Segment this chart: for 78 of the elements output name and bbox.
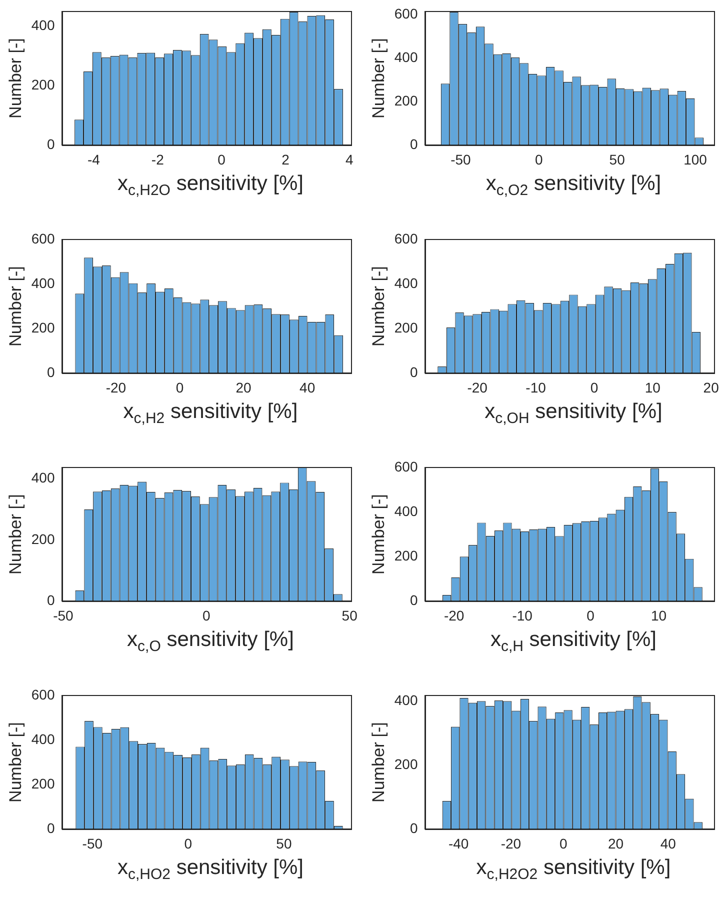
y-tick-label: 400 — [31, 470, 55, 486]
x-tick-label: 50 — [609, 151, 626, 168]
y-axis-title: Number [-] — [368, 266, 388, 346]
x-tick-label: 20 — [608, 835, 624, 852]
x-tick-label: -2 — [151, 151, 164, 168]
y-tick-label: 200 — [394, 92, 418, 109]
y-axis-title: Number [-] — [6, 722, 25, 802]
x-tick-label: -50 — [53, 607, 74, 624]
x-tick-label: 0 — [202, 607, 210, 624]
y-tick-label: 400 — [394, 502, 418, 519]
x-tick-label: -20 — [444, 607, 464, 624]
y-axis-title: Number [-] — [368, 722, 388, 802]
x-tick-label: 20 — [703, 379, 720, 396]
y-tick-label: 600 — [31, 230, 55, 246]
x-tick-label: -20 — [500, 835, 522, 852]
y-tick-label: 0 — [410, 592, 418, 608]
y-tick-label: 600 — [394, 458, 418, 474]
y-axis-title: Number [-] — [6, 38, 25, 118]
x-tick-label: 0 — [184, 835, 192, 852]
y-tick-label: 600 — [394, 230, 418, 246]
y-tick-label: 0 — [410, 136, 418, 152]
y-tick-label: 0 — [46, 820, 55, 836]
y-tick-label: 0 — [46, 364, 55, 380]
y-axis-title: Number [-] — [368, 494, 388, 574]
y-tick-label: 400 — [31, 17, 55, 34]
x-axis-title: x$_{c,H2}$ sensitivity [%] — [122, 400, 299, 428]
y-tick-label: 400 — [394, 274, 418, 291]
x-tick-label: 10 — [650, 607, 667, 624]
y-tick-label: 200 — [394, 547, 418, 564]
y-tick-label: 400 — [31, 730, 55, 747]
y-tick-label: 0 — [410, 820, 418, 836]
x-tick-label: -20 — [106, 379, 126, 396]
x-tick-label: 0 — [586, 607, 595, 624]
x-tick-label: 0 — [590, 379, 598, 396]
y-tick-label: 0 — [410, 364, 418, 380]
x-tick-label: 10 — [644, 379, 661, 396]
x-tick-label: 100 — [684, 151, 708, 168]
x-tick-label: 50 — [342, 607, 358, 624]
x-tick-label: -40 — [448, 835, 469, 852]
x-axis-title: x$_{c,HO2}$ sensitivity [%] — [116, 856, 305, 884]
x-tick-label: -10 — [526, 379, 546, 396]
y-tick-label: 0 — [46, 592, 55, 608]
x-axis-title: x$_{c,H}$ sensitivity [%] — [489, 628, 658, 656]
x-tick-label: -4 — [87, 151, 100, 168]
y-axis-title: Number [-] — [368, 38, 388, 118]
y-tick-label: 600 — [31, 686, 55, 702]
y-tick-label: 200 — [31, 530, 55, 547]
x-axis-title: x$_{c,O}$ sensitivity [%] — [126, 628, 295, 656]
y-tick-label: 200 — [394, 756, 418, 772]
x-tick-label: 40 — [660, 835, 676, 852]
y-tick-label: 600 — [394, 6, 418, 22]
y-axis-title: Number [-] — [6, 266, 25, 346]
y-tick-label: 200 — [31, 775, 55, 792]
x-tick-label: -20 — [467, 379, 488, 396]
x-tick-label: 2 — [282, 151, 290, 168]
y-tick-label: 200 — [394, 319, 418, 336]
x-tick-label: 0 — [176, 379, 184, 396]
x-axis-title: x$_{c,OH}$ sensitivity [%] — [484, 400, 664, 428]
y-tick-label: 400 — [31, 274, 55, 291]
x-tick-label: 0 — [559, 835, 568, 852]
y-tick-label: 200 — [31, 76, 55, 93]
x-axis-title: x$_{c,H2O2}$ sensitivity [%] — [475, 856, 672, 884]
x-tick-label: -10 — [512, 607, 533, 624]
x-axis-title: x$_{c,H2O}$ sensitivity [%] — [116, 172, 305, 200]
y-tick-label: 0 — [46, 136, 55, 152]
y-tick-label: 200 — [31, 319, 55, 336]
x-tick-label: 0 — [534, 151, 543, 168]
y-tick-label: 400 — [394, 49, 418, 66]
x-tick-label: 20 — [236, 379, 252, 396]
x-tick-label: 0 — [218, 151, 226, 168]
x-tick-label: 40 — [300, 379, 316, 396]
x-tick-label: -50 — [82, 835, 103, 852]
x-axis-title: x$_{c,O2}$ sensitivity [%] — [484, 172, 662, 200]
x-tick-label: 50 — [276, 835, 292, 852]
x-tick-label: 4 — [346, 151, 354, 168]
x-tick-label: -50 — [450, 151, 472, 168]
y-axis-title: Number [-] — [6, 494, 25, 574]
y-tick-label: 400 — [394, 692, 418, 708]
